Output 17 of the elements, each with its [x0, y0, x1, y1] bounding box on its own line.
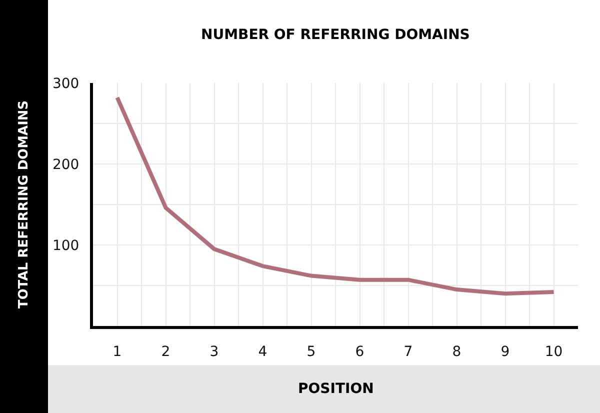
x-tick-label: 9 — [500, 344, 510, 360]
chart-title: NUMBER OF REFERRING DOMAINS — [201, 27, 470, 43]
y-axis-title: TOTAL REFERRING DOMAINS — [16, 100, 32, 308]
x-tick-label: 3 — [210, 344, 219, 360]
x-tick-label: 8 — [452, 344, 462, 360]
x-tick-label: 4 — [258, 344, 268, 360]
x-tick-label: 7 — [404, 344, 413, 360]
x-tick-label: 1 — [112, 344, 122, 360]
y-tick-label: 100 — [52, 238, 80, 254]
x-tick-label: 5 — [306, 344, 316, 360]
x-tick-label: 2 — [161, 344, 170, 360]
x-tick-label: 10 — [544, 344, 563, 360]
x-tick-label: 6 — [355, 344, 364, 360]
x-axis-title: POSITION — [298, 381, 374, 397]
y-tick-label: 200 — [52, 156, 80, 173]
y-tick-label: 300 — [52, 76, 80, 92]
line-series — [115, 96, 556, 296]
